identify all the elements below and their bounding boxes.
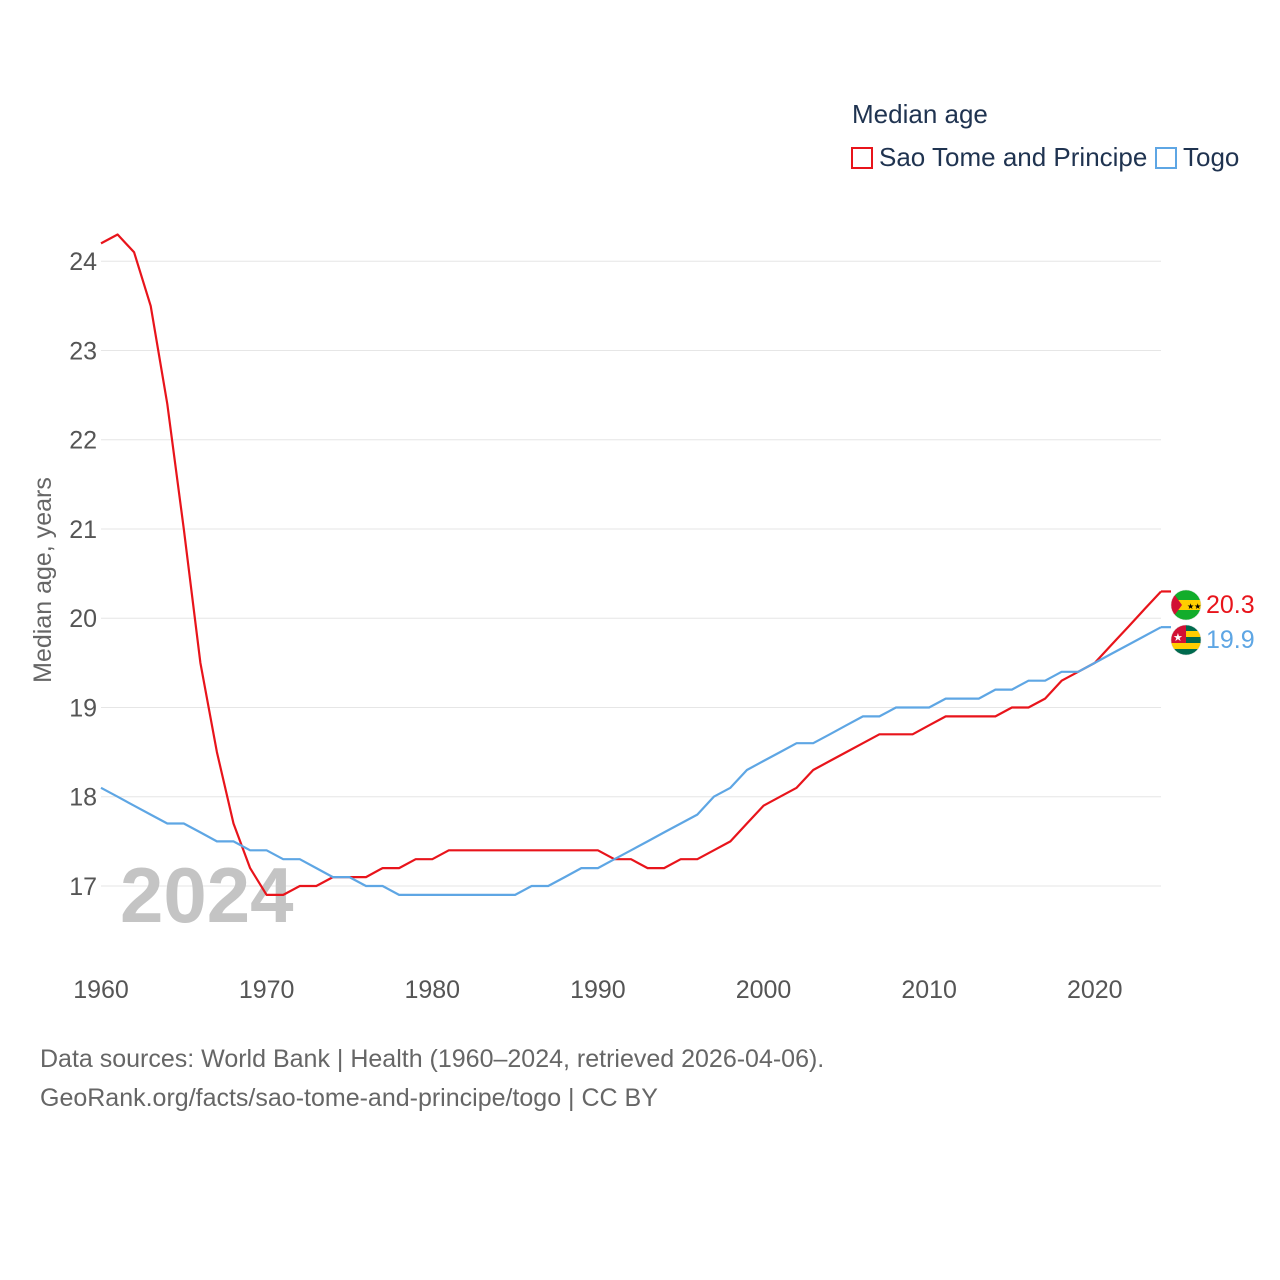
y-tick-label: 18 [69,784,97,812]
svg-text:★★: ★★ [1187,602,1201,611]
x-tick-label: 1970 [239,976,295,1004]
x-tick-label: 1980 [404,976,460,1004]
footer-sources: Data sources: World Bank | Health (1960–… [40,1045,825,1073]
footer-link[interactable]: GeoRank.org/facts/sao-tome-and-principe/… [40,1084,658,1112]
grid-lines [101,260,1161,887]
end-label-sao-tome-and-principe: 20.3 [1206,591,1255,619]
y-tick-label: 22 [69,427,97,455]
legend-item-sao-tome[interactable]: Sao Tome and Principe [851,142,1147,173]
year-watermark: 2024 [120,851,294,939]
y-tick-label: 21 [69,516,97,544]
end-label-togo: 19.9 [1206,626,1255,654]
x-tick-label: 1960 [73,976,129,1004]
y-axis-label: Median age, years [29,477,57,683]
legend-swatch-togo [1155,146,1177,169]
x-tick-label: 2010 [901,976,957,1004]
x-tick-label: 1990 [570,976,626,1004]
togo-flag: ★ [1171,625,1201,655]
y-tick-label: 24 [69,248,97,276]
y-tick-label: 19 [69,694,97,722]
x-tick-label: 2000 [736,976,792,1004]
sao-tome-and-principe-flag: ★★ [1171,590,1201,620]
x-tick-label: 2020 [1067,976,1123,1004]
series-lines [100,233,1171,897]
y-tick-label: 17 [69,873,97,901]
svg-text:★: ★ [1173,631,1183,644]
series-line-sao-tome-and-principe [100,233,1162,897]
y-tick-label: 20 [69,605,97,633]
y-tick-label: 23 [69,337,97,365]
series-line-togo [100,626,1162,897]
legend-label-sao-tome: Sao Tome and Principe [879,142,1148,172]
y-axis-ticks: 17 18 19 20 21 22 23 24 [69,248,97,901]
end-labels: 20.3 19.9 [1206,591,1255,654]
legend-swatch-sao-tome [851,146,873,169]
legend-item-togo[interactable]: Togo [1155,142,1239,173]
legend-label-togo: Togo [1183,142,1240,172]
end-flags: ★★ ★ [1170,589,1202,656]
x-axis-ticks: 1960 1970 1980 1990 2000 2010 2020 [73,976,1122,1004]
legend-title: Median age [852,99,988,129]
